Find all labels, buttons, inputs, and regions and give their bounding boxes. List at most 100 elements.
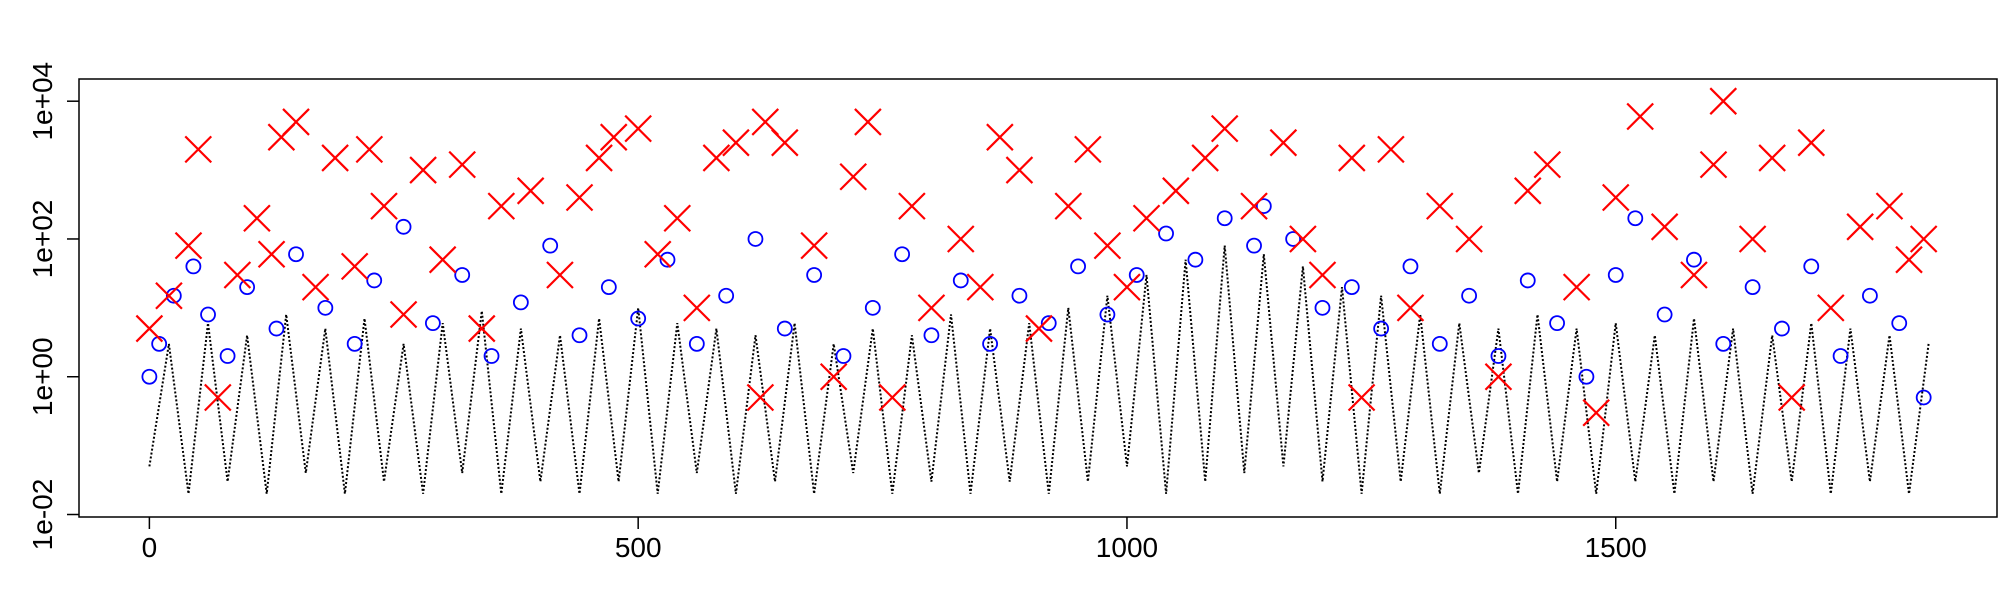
x-point bbox=[1191, 144, 1219, 172]
x-point bbox=[1074, 135, 1102, 164]
circle-point bbox=[1607, 267, 1624, 283]
x-point bbox=[282, 108, 310, 136]
circle-point bbox=[1862, 287, 1878, 304]
circle-point bbox=[1578, 368, 1595, 385]
x-point bbox=[1289, 225, 1317, 253]
x-point bbox=[1113, 273, 1141, 301]
circle-point bbox=[165, 287, 182, 304]
x-point bbox=[1626, 102, 1654, 131]
x-point bbox=[722, 128, 750, 157]
x-tick-label: 0 bbox=[142, 532, 158, 563]
x-point bbox=[1240, 192, 1268, 220]
y-tick-label: 1e+04 bbox=[27, 62, 58, 141]
circle-point bbox=[1774, 320, 1790, 337]
x-point bbox=[257, 240, 286, 269]
x-point bbox=[1347, 383, 1376, 412]
circle-point bbox=[1803, 258, 1820, 275]
y-tick-label: 1e+02 bbox=[27, 200, 58, 279]
x-point bbox=[1738, 225, 1767, 253]
x-point bbox=[1895, 245, 1923, 274]
x-point bbox=[946, 225, 975, 253]
x-point bbox=[1093, 231, 1122, 260]
circle-point bbox=[1285, 231, 1302, 247]
circle-point bbox=[1744, 279, 1761, 296]
x-point bbox=[1601, 183, 1630, 212]
circle-point bbox=[454, 267, 471, 283]
x-tick-label: 500 bbox=[615, 532, 662, 563]
x-point bbox=[1513, 177, 1542, 205]
circle-point bbox=[864, 299, 881, 316]
circle-point bbox=[630, 310, 647, 327]
x-point bbox=[683, 294, 711, 322]
circle-point bbox=[141, 368, 158, 385]
x-point bbox=[1025, 314, 1053, 343]
circle-point bbox=[1431, 335, 1448, 352]
circle-point bbox=[1128, 267, 1145, 283]
y-tick-label: 1e+00 bbox=[27, 337, 58, 416]
circle-point bbox=[1099, 306, 1116, 323]
circle-point bbox=[1549, 315, 1565, 332]
x-point bbox=[1650, 213, 1679, 241]
x-point bbox=[1132, 204, 1161, 233]
circle-point bbox=[1158, 225, 1174, 242]
x-point bbox=[409, 156, 437, 184]
circle-point bbox=[239, 279, 256, 296]
circle-point bbox=[894, 246, 911, 263]
x-point bbox=[1377, 135, 1405, 164]
circle-point bbox=[1461, 287, 1478, 304]
x-point bbox=[184, 135, 213, 164]
circle-point bbox=[1686, 251, 1702, 268]
x-tick-label: 1500 bbox=[1585, 532, 1647, 563]
x-point bbox=[917, 294, 946, 322]
x-point bbox=[1909, 225, 1938, 253]
circle-point bbox=[1070, 258, 1086, 275]
circle-point bbox=[1040, 315, 1057, 332]
x-point bbox=[1846, 213, 1874, 241]
x-point bbox=[771, 128, 799, 157]
x-point bbox=[467, 314, 496, 343]
x-point bbox=[1709, 87, 1738, 115]
x-point bbox=[1699, 150, 1728, 179]
x-point bbox=[1817, 294, 1845, 322]
circle-point bbox=[317, 299, 334, 316]
x-point bbox=[599, 123, 628, 151]
plot-frame bbox=[78, 78, 1998, 518]
x-point bbox=[1338, 144, 1366, 172]
plot-area bbox=[135, 87, 1938, 494]
x-point bbox=[1054, 192, 1083, 220]
x-point bbox=[986, 123, 1014, 151]
circle-point bbox=[268, 320, 285, 337]
x-point bbox=[487, 192, 516, 220]
circle-point bbox=[1011, 287, 1028, 304]
circle-point bbox=[395, 218, 412, 235]
x-point bbox=[1797, 128, 1826, 157]
x-point bbox=[624, 114, 652, 143]
circle-point bbox=[1627, 210, 1644, 227]
x-point bbox=[565, 183, 594, 212]
line-series bbox=[148, 245, 1930, 494]
x-point bbox=[1210, 114, 1239, 143]
x-point bbox=[1777, 383, 1806, 412]
x-point bbox=[643, 240, 672, 269]
circle-point bbox=[776, 320, 793, 337]
circle-point bbox=[185, 258, 202, 275]
x-point bbox=[839, 162, 868, 191]
circle-point bbox=[366, 272, 383, 289]
circle-point bbox=[688, 335, 705, 352]
circle-point bbox=[806, 267, 823, 283]
x-point bbox=[878, 383, 907, 412]
x-point bbox=[966, 273, 995, 301]
x-point bbox=[702, 144, 731, 172]
x-point bbox=[1162, 177, 1190, 205]
x-point bbox=[1582, 398, 1610, 427]
circle-point bbox=[1832, 348, 1849, 364]
x-point bbox=[1484, 362, 1513, 391]
x-point bbox=[1396, 294, 1425, 322]
x-point bbox=[135, 314, 164, 343]
x-point bbox=[204, 383, 232, 412]
x-point bbox=[1758, 144, 1786, 172]
y-tick-label: 1e-02 bbox=[27, 479, 58, 551]
circle-point bbox=[1314, 299, 1331, 316]
